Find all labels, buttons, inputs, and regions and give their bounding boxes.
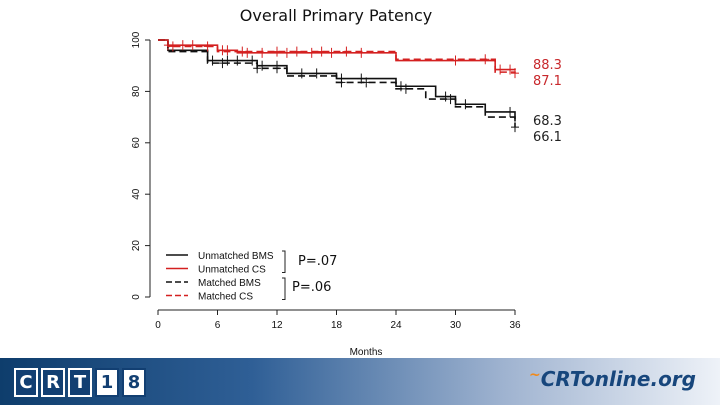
p-value-matched: P=.06 <box>292 280 332 295</box>
x-tick-label: 12 <box>271 320 283 331</box>
x-tick-label: 6 <box>215 320 221 331</box>
end-label-unmatched-bms: 68.3 <box>533 114 562 129</box>
x-tick-label: 18 <box>331 320 343 331</box>
chart-axes: 0 6 12 18 24 30 36 0 20 40 60 80 100 <box>131 31 521 331</box>
footer-banner: C R T 1 8 ~CRTonline.org <box>0 358 720 405</box>
chart-series <box>158 39 519 133</box>
series-line-matched-bms <box>158 39 516 128</box>
legend-label: Unmatched BMS <box>198 251 274 262</box>
y-tick-label: 40 <box>131 188 142 200</box>
series-line-unmatched-cs <box>158 39 516 71</box>
series-line-matched-cs <box>158 39 516 74</box>
logo-letter: T <box>68 368 92 397</box>
swoosh-icon: ~ <box>529 367 541 383</box>
logo-year-digit: 1 <box>95 368 119 397</box>
end-label-matched-bms: 66.1 <box>533 130 562 145</box>
y-tick-label: 100 <box>131 31 142 48</box>
crtonline-logo: ~CRTonline.org <box>529 367 696 391</box>
crtonline-text: CRTonline.org <box>540 367 696 391</box>
y-tick-label: 20 <box>131 240 142 252</box>
y-tick-label: 80 <box>131 85 142 97</box>
y-tick-label: 60 <box>131 137 142 149</box>
end-label-matched-cs: 87.1 <box>533 74 562 89</box>
legend-label: Unmatched CS <box>198 265 266 276</box>
y-tick-label: 0 <box>131 294 142 300</box>
x-tick-label: 0 <box>155 320 161 331</box>
x-tick-label: 36 <box>509 320 521 331</box>
logo-letter: R <box>41 368 65 397</box>
logo-letter: C <box>14 368 38 397</box>
series-line-unmatched-bms <box>158 39 516 122</box>
legend-bracket <box>282 277 286 300</box>
chart-legend: Unmatched BMS Unmatched CS Matched BMS Matc… <box>166 250 286 303</box>
logo-year-digit: 8 <box>122 368 146 397</box>
slide-title: Overall Primary Patency <box>239 6 433 25</box>
x-tick-label: 30 <box>450 320 462 331</box>
end-label-unmatched-cs: 88.3 <box>533 58 562 73</box>
legend-label: Matched BMS <box>198 278 261 289</box>
x-axis-label: Months <box>350 347 383 358</box>
legend-bracket <box>282 250 286 273</box>
x-tick-label: 24 <box>390 320 402 331</box>
crt18-logo: C R T 1 8 <box>14 368 146 397</box>
legend-label: Matched CS <box>198 292 253 303</box>
p-value-unmatched: P=.07 <box>298 254 338 269</box>
